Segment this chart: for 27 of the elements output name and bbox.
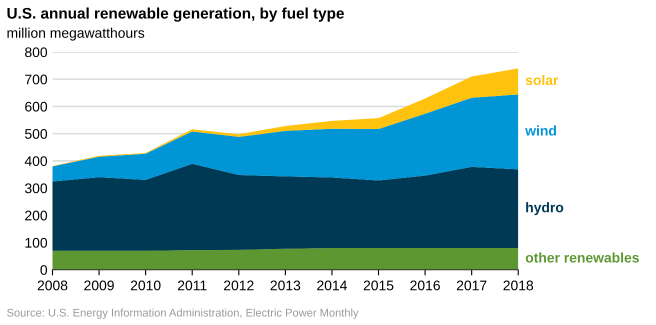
y-tick-label: 0 xyxy=(40,265,48,275)
y-tick-label: 400 xyxy=(24,156,48,166)
x-tick-label: 2018 xyxy=(503,280,534,290)
x-tick-label: 2016 xyxy=(410,280,440,290)
x-tick-label: 2010 xyxy=(130,280,161,290)
y-tick-label: 300 xyxy=(24,183,48,194)
source-note: Source: U.S. Energy Information Administration, Electric Power Monthly xyxy=(7,308,359,319)
y-tick-label: 800 xyxy=(25,47,48,58)
x-tick-label: 2014 xyxy=(317,280,347,290)
y-tick-label: 100 xyxy=(26,238,48,248)
chart-title: U.S. annual renewable generation, by fuel type xyxy=(7,7,344,22)
y-tick-label: 200 xyxy=(25,210,48,220)
x-tick-label: 2013 xyxy=(270,280,300,290)
x-tick-label: 2011 xyxy=(178,280,206,290)
chart-subtitle: million megawatthours xyxy=(7,28,144,41)
y-tick-label: 700 xyxy=(25,74,48,84)
y-tick-label: 500 xyxy=(25,128,48,139)
x-tick-label: 2012 xyxy=(224,280,254,290)
series-label: hydro xyxy=(526,202,564,216)
x-tick-label: 2008 xyxy=(38,280,68,290)
x-tick-label: 2015 xyxy=(364,280,394,290)
series-label: other renewables xyxy=(526,252,639,263)
series-label: solar xyxy=(526,74,558,86)
x-tick-label: 2009 xyxy=(84,280,114,290)
y-tick-label: 600 xyxy=(25,102,48,112)
series-label: wind xyxy=(525,125,556,136)
x-tick-label: 2017 xyxy=(456,280,486,290)
